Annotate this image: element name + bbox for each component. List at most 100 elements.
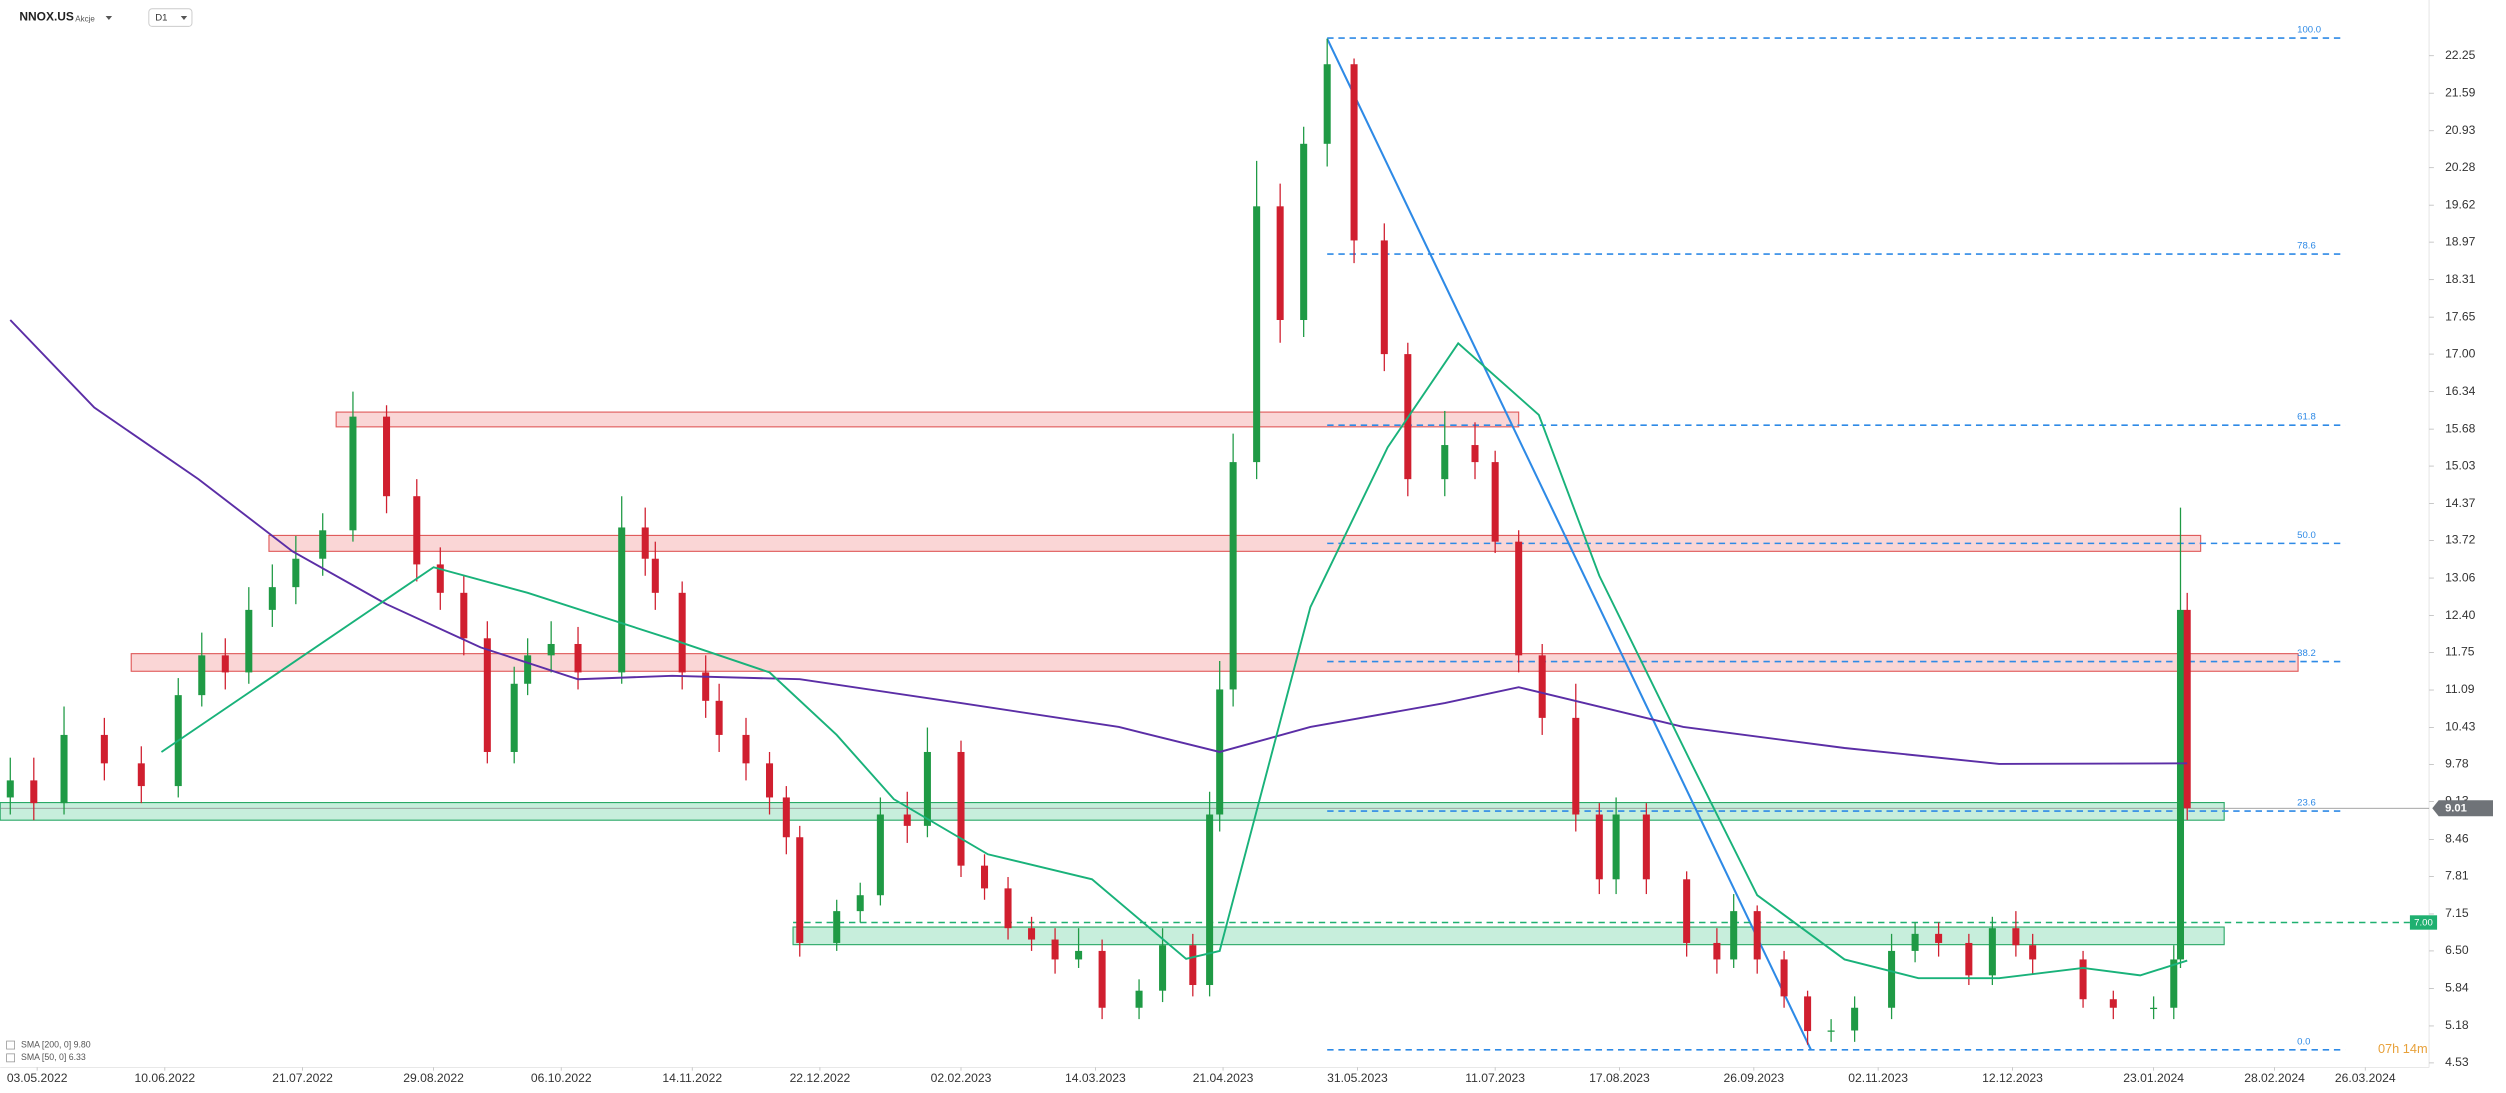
y-tick-label: 12.40 xyxy=(2445,608,2476,622)
candle-body xyxy=(2029,945,2037,960)
candle-body xyxy=(1572,717,1580,815)
candle-body xyxy=(1713,942,1721,960)
y-tick-label: 5.18 xyxy=(2445,1018,2469,1032)
dropdown-arrow[interactable] xyxy=(180,15,188,20)
candle-body xyxy=(618,527,626,673)
candle-body xyxy=(702,672,710,701)
x-tick-label: 26.09.2023 xyxy=(1723,1071,1784,1085)
fib-label: 38.2 xyxy=(2297,648,2316,659)
legend-icon xyxy=(6,1040,15,1050)
x-tick-label: 14.11.2022 xyxy=(662,1071,722,1085)
y-tick-label: 15.03 xyxy=(2445,458,2476,472)
candle-body xyxy=(268,587,276,610)
x-tick-label: 11.07.2023 xyxy=(1465,1071,1525,1085)
x-tick-label: 23.01.2024 xyxy=(2123,1071,2184,1085)
candle-body xyxy=(2170,959,2178,1008)
symbol[interactable]: NNOX.US xyxy=(19,10,74,24)
candle-body xyxy=(1159,945,1167,991)
y-tick-label: 7.81 xyxy=(2445,869,2469,883)
candle-body xyxy=(198,655,206,696)
candle-body xyxy=(1189,945,1197,986)
legend-entry: SMA [200, 0] 9.80 xyxy=(21,1039,91,1049)
x-tick-label: 31.05.2023 xyxy=(1327,1071,1388,1085)
legend-icon xyxy=(6,1053,15,1063)
y-tick-label: 15.68 xyxy=(2445,421,2476,435)
candle-body xyxy=(1888,950,1896,1008)
y-tick-label: 11.75 xyxy=(2445,645,2475,659)
candle-body xyxy=(2183,609,2191,809)
candle-body xyxy=(641,527,649,559)
y-tick-label: 13.06 xyxy=(2445,570,2476,584)
last-price-label: 9.01 xyxy=(2445,803,2467,815)
candle-body xyxy=(1098,950,1106,1008)
candle-body xyxy=(1804,996,1812,1032)
y-tick-label: 20.28 xyxy=(2445,160,2476,174)
candle-body xyxy=(923,751,931,826)
candle-body xyxy=(1276,206,1284,321)
fib-label: 23.6 xyxy=(2297,798,2316,809)
candle-body xyxy=(1827,1030,1835,1032)
zone xyxy=(335,411,1520,428)
candle-body xyxy=(876,814,884,896)
candle-body xyxy=(60,734,68,804)
candle-body xyxy=(766,763,774,798)
y-tick-label: 5.84 xyxy=(2445,981,2469,995)
candle-body xyxy=(413,496,421,565)
x-tick-label: 10.06.2022 xyxy=(134,1071,195,1085)
candle-body xyxy=(524,655,532,684)
sma-line xyxy=(160,341,2188,980)
candle-body xyxy=(833,911,841,943)
timeframe[interactable]: D1 xyxy=(155,13,167,24)
candle-body xyxy=(574,643,582,673)
candle-body xyxy=(460,592,468,639)
y-tick-label: 16.34 xyxy=(2445,384,2476,398)
y-tick-label: 8.46 xyxy=(2445,832,2469,846)
x-tick-label: 29.08.2022 xyxy=(403,1071,464,1085)
candle-body xyxy=(30,780,38,804)
y-tick-label: 11.09 xyxy=(2445,682,2475,696)
x-tick-label: 21.04.2023 xyxy=(1193,1071,1254,1085)
candle-body xyxy=(715,700,723,735)
candle-body xyxy=(1515,541,1523,656)
y-tick-label: 22.25 xyxy=(2445,48,2476,62)
y-tick-label: 7.15 xyxy=(2445,906,2469,920)
candle-body xyxy=(436,564,444,593)
x-tick-label: 02.02.2023 xyxy=(931,1071,992,1085)
dropdown-arrow[interactable] xyxy=(105,15,113,20)
candle-body xyxy=(319,530,327,559)
sma-line xyxy=(9,319,2188,765)
legend-entry: SMA [50, 0] 6.33 xyxy=(21,1052,86,1062)
candle-body xyxy=(1253,206,1261,463)
alert-label: 7.00 xyxy=(2414,918,2433,929)
timeframe-select[interactable] xyxy=(148,8,193,27)
candle-body xyxy=(856,895,864,912)
candle-body xyxy=(1988,928,1996,976)
candle-body xyxy=(1730,911,1738,960)
candle-body xyxy=(742,734,750,764)
candle-body xyxy=(957,751,965,866)
x-tick-label: 12.12.2023 xyxy=(1982,1071,2043,1085)
candle-body xyxy=(1380,240,1388,355)
candle-body xyxy=(1491,462,1499,542)
asset-type[interactable]: Akcje xyxy=(75,14,95,23)
y-tick-label: 20.93 xyxy=(2445,123,2476,137)
y-tick-label: 18.97 xyxy=(2445,234,2476,248)
candle-body xyxy=(1595,814,1603,880)
y-tick-label: 18.31 xyxy=(2445,272,2476,286)
y-tick-label: 19.62 xyxy=(2445,197,2476,211)
candle-body xyxy=(2109,999,2117,1008)
candle-body xyxy=(1612,814,1620,880)
x-tick-label: 28.02.2024 xyxy=(2244,1071,2305,1085)
candle-body xyxy=(137,763,145,787)
candle-body xyxy=(1300,143,1308,321)
candle-body xyxy=(796,837,804,943)
candle-body xyxy=(292,558,300,588)
y-tick-label: 14.37 xyxy=(2445,496,2476,510)
candle-body xyxy=(2079,959,2087,1000)
candle-body xyxy=(1441,445,1449,480)
zone xyxy=(792,926,2225,946)
x-tick-label: 17.08.2023 xyxy=(1589,1071,1650,1085)
candle-body xyxy=(1538,655,1546,718)
candle-body xyxy=(1780,959,1788,997)
candle-body xyxy=(782,797,790,838)
